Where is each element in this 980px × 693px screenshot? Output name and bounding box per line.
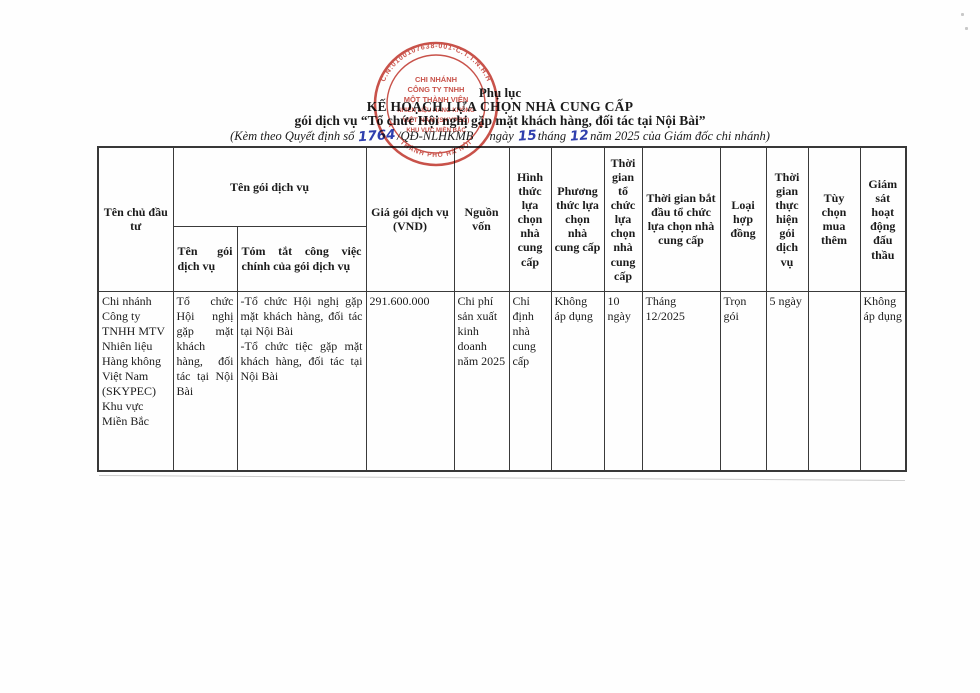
- cell-investor: Chi nhánh Công ty TNHH MTV Nhiên liệu Hà…: [97, 290, 174, 472]
- seal-registration-arc: C.N:0100107638-001-C.T.T.N.H.H: [380, 43, 491, 83]
- document-heading: Phụ lục KẾ HOẠCH LỰA CHỌN NHÀ CUNG CẤP g…: [100, 85, 900, 146]
- cell-capital-source: Chi phí sản xuất kinh doanh năm 2025: [453, 290, 510, 472]
- header-price: Giá gói dịch vụ (VND): [365, 146, 455, 292]
- cell-selection-method: Không áp dụng: [550, 290, 605, 472]
- table-row: Chi nhánh Công ty TNHH MTV Nhiên liệu Hà…: [97, 290, 907, 472]
- header-supervision: Giám sát hoạt động đấu thầu: [859, 146, 907, 292]
- cell-selection-form: Chỉ định nhà cung cấp: [508, 290, 552, 472]
- summary-item-1: -Tổ chức Hội nghị gặp mặt khách hàng, đố…: [240, 293, 363, 338]
- header-selection-form: Hình thức lựa chọn nhà cung cấp: [508, 146, 552, 292]
- svg-text:C.N:0100107638-001-C.T.T.N.H.H: C.N:0100107638-001-C.T.T.N.H.H: [380, 43, 492, 83]
- header-contract-type: Loại hợp đồng: [719, 146, 767, 292]
- cell-selection-start: Tháng 12/2025: [641, 290, 721, 472]
- handwritten-day: 15: [517, 127, 538, 145]
- header-selection-duration: Thời gian tổ chức lựa chọn nhà cung cấp: [603, 146, 643, 292]
- header-package-summary: Tóm tắt công việc chính của gói dịch vụ: [236, 225, 367, 292]
- scan-speck: [965, 27, 968, 30]
- header-package-name: Tên gói dịch vụ: [172, 225, 238, 292]
- decision-day-label: ngày: [489, 129, 517, 143]
- decision-code: /QĐ-NLHKMB: [397, 129, 474, 143]
- summary-item-2: -Tổ chức tiệc gặp mặt khách hàng, đối tá…: [240, 338, 363, 383]
- seal-line-branch: CHI NHÁNH: [415, 75, 457, 84]
- cell-purchase-option: [807, 290, 861, 472]
- decision-month-label: tháng: [537, 129, 570, 143]
- cell-price: 291.600.000: [365, 290, 455, 472]
- header-selection-method: Phương thức lựa chọn nhà cung cấp: [550, 146, 605, 292]
- decision-reference-line: (Kèm theo Quyết định số 1764/QĐ-NLHKMB ng…: [100, 126, 900, 146]
- document-subtitle: gói dịch vụ “Tổ chức Hội nghị gặp mặt kh…: [294, 113, 706, 128]
- header-selection-start: Thời gian bắt đầu tổ chức lựa chọn nhà c…: [641, 146, 721, 292]
- header-purchase-option: Tùy chọn mua thêm: [807, 146, 861, 292]
- page-title: KẾ HOẠCH LỰA CHỌN NHÀ CUNG CẤP: [366, 99, 634, 114]
- cell-supervision: Không áp dụng: [859, 290, 907, 472]
- decision-prefix: (Kèm theo Quyết định số: [230, 129, 358, 143]
- handwritten-month: 12: [569, 127, 590, 145]
- header-package-group: Tên gói dịch vụ: [172, 146, 367, 227]
- cell-package-name: Tổ chức Hội nghị gặp mặt khách hàng, đối…: [172, 290, 238, 472]
- scan-ghost-line: [98, 475, 905, 481]
- handwritten-decision-number: 1764: [357, 126, 397, 146]
- appendix-label: Phụ lục: [478, 85, 522, 100]
- cell-package-summary: -Tổ chức Hội nghị gặp mặt khách hàng, đố…: [236, 290, 367, 472]
- header-execution-duration: Thời gian thực hiện gói dịch vụ: [765, 146, 809, 292]
- cell-contract-type: Trọn gói: [719, 290, 767, 472]
- procurement-plan-table: Tên chủ đầu tư Tên gói dịch vụ Giá gói d…: [97, 146, 907, 472]
- scan-speck: [961, 13, 964, 16]
- decision-suffix: năm 2025 của Giám đốc chi nhánh): [590, 129, 770, 143]
- cell-execution-duration: 5 ngày: [765, 290, 809, 472]
- cell-selection-duration: 10 ngày: [603, 290, 643, 472]
- header-capital-source: Nguồn vốn: [453, 146, 510, 292]
- header-investor: Tên chủ đầu tư: [97, 146, 174, 292]
